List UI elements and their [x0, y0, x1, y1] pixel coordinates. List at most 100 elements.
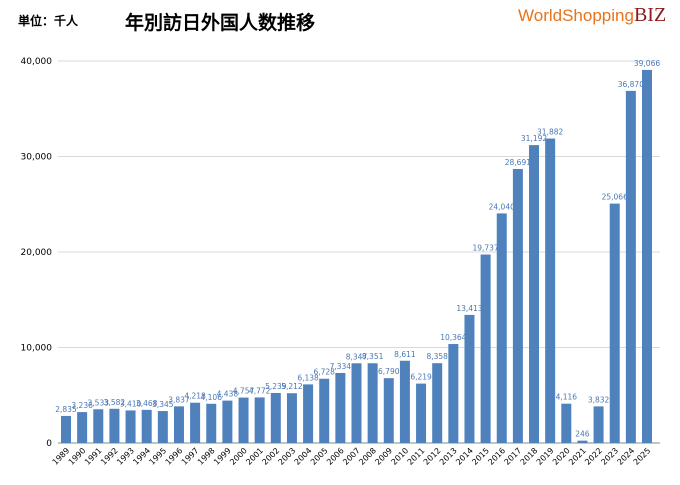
x-tick-label: 2020 [551, 446, 572, 467]
bar [319, 378, 330, 443]
x-tick-label: 2019 [535, 446, 556, 467]
logo: WorldShoppingBIZ [518, 4, 666, 27]
data-label: 31,882 [537, 128, 563, 137]
bar [93, 409, 104, 443]
data-label: 5,239 [265, 382, 287, 391]
x-tick-label: 2025 [632, 446, 653, 467]
x-tick-label: 2018 [519, 446, 540, 467]
x-tick-label: 2017 [503, 446, 524, 467]
bar [529, 145, 540, 443]
x-tick-label: 2000 [228, 446, 249, 467]
data-label: 2,835 [55, 405, 77, 414]
bar [383, 378, 394, 443]
x-tick-label: 2012 [422, 446, 443, 467]
unit-label: 単位：千人 [18, 14, 79, 28]
bar [173, 406, 184, 443]
x-tick-label: 2014 [454, 446, 475, 467]
data-label: 8,611 [394, 350, 416, 359]
x-tick-label: 2016 [486, 446, 507, 467]
bar [335, 372, 346, 443]
data-label: 31,192 [521, 134, 547, 143]
x-tick-label: 2009 [373, 446, 394, 467]
data-label: 5,212 [281, 382, 303, 391]
bar [141, 409, 152, 443]
bar [125, 410, 136, 443]
x-tick-label: 2021 [567, 446, 588, 467]
data-label: 6,728 [313, 368, 335, 377]
x-tick-label: 2003 [277, 446, 298, 467]
x-tick-label: 2011 [406, 446, 427, 467]
bar [464, 314, 475, 443]
bar [593, 406, 604, 443]
x-tick-label: 2023 [599, 446, 620, 467]
x-tick-label: 1998 [196, 446, 217, 467]
bar [61, 415, 71, 443]
bar [642, 69, 652, 443]
bar [109, 408, 120, 443]
bar [561, 403, 572, 443]
x-tick-label: 2024 [616, 446, 637, 467]
bar [238, 397, 249, 443]
data-label: 3,410 [120, 399, 142, 408]
bar [157, 411, 168, 443]
data-label: 3,345 [152, 400, 174, 409]
x-tick-label: 1995 [147, 446, 168, 467]
data-label: 3,832 [588, 395, 610, 404]
chart-title: 年別訪日外国人数推移 [125, 12, 316, 34]
data-label: 7,334 [330, 362, 352, 371]
x-tick-label: 2006 [325, 446, 346, 467]
y-tick-label: 10,000 [21, 344, 53, 354]
x-tick-label: 1996 [164, 446, 185, 467]
data-label: 8,351 [362, 352, 384, 361]
y-tick-label: 20,000 [21, 248, 53, 258]
x-tick-label: 1992 [99, 446, 120, 467]
data-label: 39,066 [634, 59, 660, 68]
data-label: 36,870 [618, 80, 644, 89]
data-label: 4,106 [201, 393, 223, 402]
x-tick-label: 1999 [212, 446, 233, 467]
data-label: 3,468 [136, 399, 158, 408]
data-label: 3,837 [168, 395, 190, 404]
bar [77, 412, 88, 443]
x-tick-label: 1990 [67, 446, 88, 467]
x-tick-label: 1991 [83, 446, 104, 467]
bar [367, 363, 378, 443]
y-tick-label: 30,000 [21, 153, 53, 163]
x-tick-label: 1989 [51, 446, 72, 467]
x-tick-label: 1993 [115, 446, 136, 467]
data-label: 6,790 [378, 367, 400, 376]
bar [609, 203, 620, 443]
data-label: 6,219 [410, 373, 432, 382]
data-label: 4,772 [249, 386, 271, 395]
data-label: 3,236 [71, 401, 93, 410]
x-tick-label: 2010 [390, 446, 411, 467]
bar [545, 138, 556, 443]
bar [222, 400, 233, 443]
data-label: 28,691 [505, 158, 531, 167]
x-tick-label: 2005 [309, 446, 330, 467]
data-label: 3,533 [88, 398, 110, 407]
x-tick-label: 2013 [438, 446, 459, 467]
y-tick-label: 40,000 [21, 57, 53, 67]
data-label: 19,737 [472, 244, 498, 253]
bar [351, 363, 362, 443]
data-label: 25,066 [602, 193, 628, 202]
bar [206, 403, 217, 443]
data-label: 246 [575, 430, 590, 439]
bar [512, 169, 523, 443]
data-label: 4,757 [233, 387, 255, 396]
x-tick-label: 2004 [293, 446, 314, 467]
bar [399, 360, 410, 443]
logo-biz: BIZ [633, 4, 667, 26]
y-tick-label: 0 [46, 439, 52, 449]
x-tick-label: 1997 [180, 446, 201, 467]
data-label: 3,582 [104, 398, 126, 407]
bar [190, 402, 201, 443]
bar [480, 254, 491, 443]
bar [303, 384, 314, 443]
data-label: 4,218 [184, 392, 206, 401]
data-label: 8,358 [426, 352, 448, 361]
bar [254, 397, 265, 443]
bar [270, 392, 281, 443]
data-label: 24,040 [489, 202, 515, 211]
